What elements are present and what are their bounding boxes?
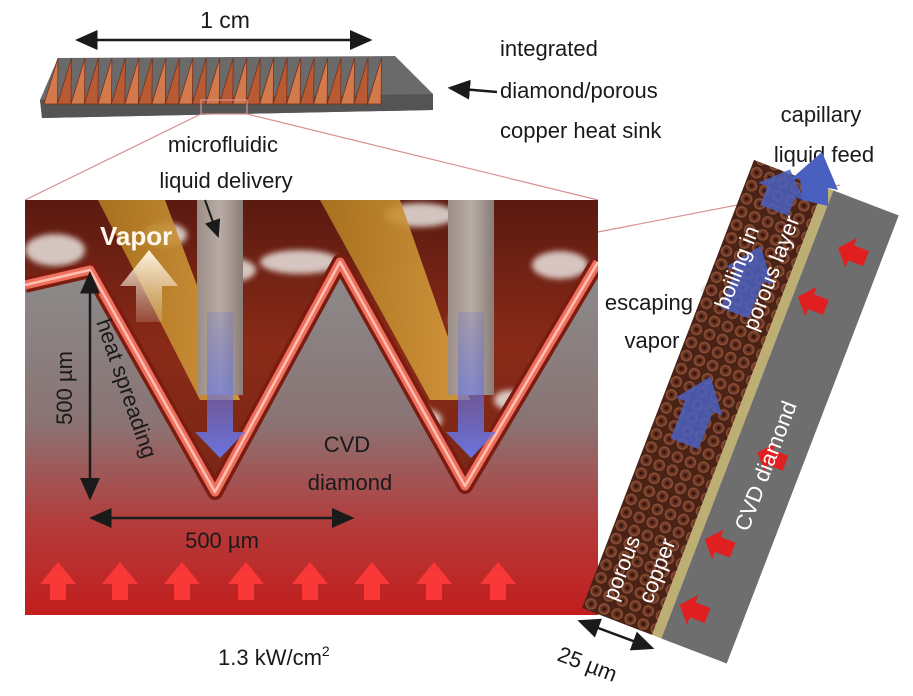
heat-sink-fin [178,57,194,105]
top-dimension-label: 1 cm [200,7,250,33]
heat-arrow [102,562,138,600]
height-dimension-label: 500 µm [52,351,77,425]
heat-arrow [480,562,516,600]
delivery-pointer [204,199,221,238]
thickness-dimension-arrow [577,618,655,651]
liquid-arrow-right [446,312,496,458]
zoom-line-left [24,113,202,201]
escaping-vapor-label: escaping vapor [605,290,699,353]
heat-sink-fin [326,57,342,105]
zoom-box [200,99,248,115]
heat-sink-fin [151,57,167,105]
heat-sink-fin [97,57,113,105]
heat-sink-fin [259,57,275,105]
heat-sink-fin [366,57,382,105]
heat-sink-fin [43,57,59,105]
heat-sink-fin [124,57,140,105]
heat-sink-fin [272,57,288,105]
heat-sink-fin [218,57,234,105]
heat-arrow [354,562,390,600]
heat-sink-fin [232,57,248,105]
heat-sink-fin [191,57,207,105]
heat-arrow [40,562,76,600]
width-dimension-label: 500 µm [185,528,259,553]
heat-sink-fin [83,57,99,105]
delivery-label: microfluidic liquid delivery [159,132,292,193]
heat-sink-fin [205,57,221,105]
heat-sink-fin [245,57,261,105]
heat-sink-fin [70,57,86,105]
heat-arrow [416,562,452,600]
heat-sink-fin [56,57,72,105]
heat-sink-fin [137,57,153,105]
heat-input-arrows [40,562,516,600]
heat-flux-label: 1.3 kW/cm2 [218,643,330,670]
heat-sink-fin [164,57,180,105]
zoom-line-right [246,113,599,201]
cvd-diamond-label: CVD diamond [308,432,392,495]
heat-arrow [292,562,328,600]
heat-sink-fin [340,57,355,105]
capillary-label: capillary liquid feed [774,102,874,167]
heat-sink-model [40,56,433,118]
capillary-feed-arrow [790,152,838,206]
heat-sink-fin [313,57,328,105]
thickness-dimension-label: 25 µm [554,641,620,686]
vapor-arrow [120,250,178,322]
heat-arrow [164,562,200,600]
porous-layer-strip: porous copper boiling in porous layer CV… [582,159,899,664]
heat-arrow [228,562,264,600]
heat-sink-fin [299,57,315,105]
liquid-arrow-left [195,312,245,458]
heat-sink-pointer [447,79,498,100]
vapor-label: Vapor [100,221,172,251]
heat-sink-fin [353,57,369,105]
heat-sink-fin [286,57,302,105]
cross-section-panel [25,200,598,615]
heat-sink-fin [110,57,126,105]
heat-sink-label: integrated diamond/porous copper heat si… [500,36,664,143]
